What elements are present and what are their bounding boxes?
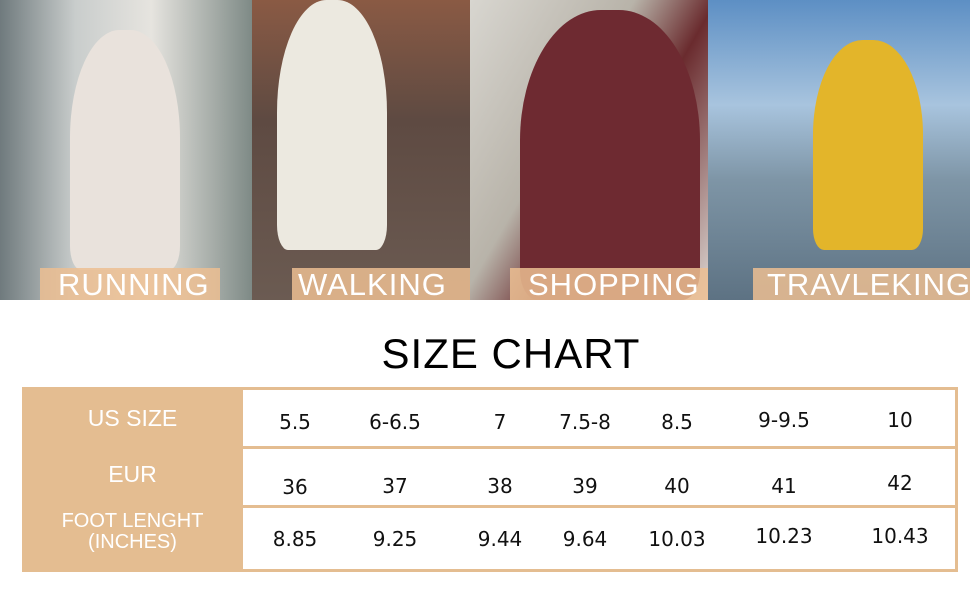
- table-cell: 36: [282, 475, 308, 499]
- table-cell: 10: [887, 408, 913, 432]
- photo-shopping: SHOPPING: [470, 0, 708, 300]
- table-cell: 9.25: [372, 527, 418, 551]
- table-cell: 8.85: [272, 527, 318, 551]
- table-cell: 6-6.5: [369, 410, 421, 434]
- table-cell: 10.43: [871, 524, 929, 548]
- table-row-eur: 36 37 38 39 40 41 42: [243, 449, 955, 505]
- runner-figure: [70, 30, 180, 270]
- table-row-foot-length: 8.85 9.25 9.44 9.64 10.03 10.23 10.43: [243, 508, 955, 569]
- table-cell: 41: [771, 474, 797, 498]
- table-cell: 9-9.5: [758, 408, 810, 432]
- label-walking: WALKING: [292, 268, 470, 300]
- row-header-us-size: US SIZE: [87, 405, 178, 431]
- activity-photos: RUNNING WALKING SHOPPING TRAVLEKING: [0, 0, 970, 300]
- size-chart-table: US SIZE EUR FOOT LENGHT (INCHES) 5.5 6-6.…: [22, 387, 958, 572]
- photo-walking: WALKING: [252, 0, 470, 300]
- label-running: RUNNING: [40, 268, 220, 300]
- walker-figure: [277, 0, 387, 250]
- traveler-figure: [813, 40, 923, 250]
- table-cell: 7: [493, 410, 507, 434]
- table-cell: 7.5-8: [559, 410, 611, 434]
- inches-label: (INCHES): [88, 531, 177, 553]
- row-header-eur: EUR: [108, 461, 157, 487]
- table-cell: 5.5: [279, 410, 311, 434]
- shopper-figure: [520, 10, 700, 300]
- photo-running: RUNNING: [0, 0, 252, 300]
- foot-length-label: FOOT LENGHT: [61, 510, 204, 532]
- page-title: SIZE CHART: [381, 330, 641, 377]
- row-header-foot-length: FOOT LENGHT (INCHES): [22, 511, 243, 553]
- table-cell: 9.64: [562, 527, 608, 551]
- table-cell: 42: [887, 471, 913, 495]
- table-cell: 10.23: [755, 524, 813, 548]
- table-row-us-size: 5.5 6-6.5 7 7.5-8 8.5 9-9.5 10: [243, 390, 955, 446]
- table-cell: 39: [572, 474, 598, 498]
- table-cell: 38: [487, 474, 513, 498]
- table-cell: 40: [664, 474, 690, 498]
- table-cell: 10.03: [648, 527, 706, 551]
- photo-traveling: TRAVLEKING: [708, 0, 970, 300]
- table-cell: 37: [382, 474, 408, 498]
- label-traveling: TRAVLEKING: [753, 268, 970, 300]
- table-cell: 8.5: [661, 410, 693, 434]
- table-cell: 9.44: [477, 527, 523, 551]
- label-shopping: SHOPPING: [510, 268, 708, 300]
